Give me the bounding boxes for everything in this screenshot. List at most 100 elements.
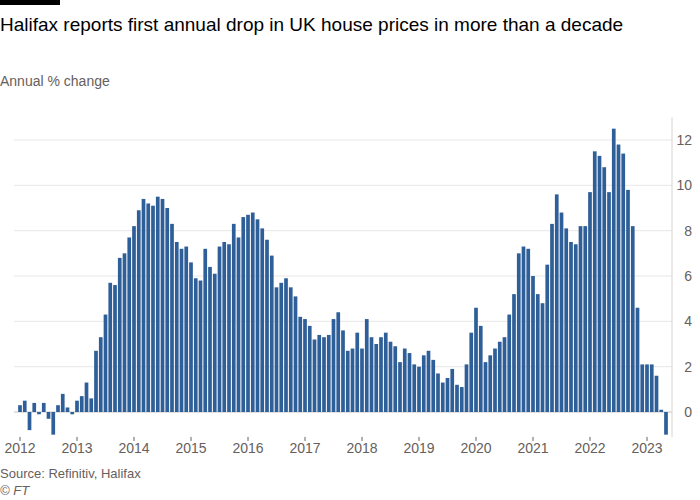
- y-tick-label: 8: [684, 223, 692, 239]
- bar: [550, 224, 554, 412]
- bar: [431, 360, 435, 412]
- bar: [127, 237, 131, 412]
- bar: [151, 206, 155, 412]
- bar: [360, 349, 364, 412]
- bar: [427, 351, 431, 412]
- bar: [232, 224, 236, 412]
- bar: [246, 215, 250, 412]
- bar: [403, 349, 407, 412]
- bars: [18, 129, 668, 435]
- bar: [365, 319, 369, 412]
- bar: [18, 405, 22, 412]
- bar: [37, 412, 41, 414]
- bar: [89, 398, 93, 412]
- bar: [593, 151, 597, 412]
- top-bar: [0, 0, 60, 5]
- bar: [612, 129, 616, 412]
- bar: [189, 262, 193, 412]
- bar: [203, 249, 207, 412]
- bar: [118, 258, 122, 412]
- chart: 0246810122012201320142015201620172018201…: [0, 0, 700, 500]
- y-tick-label: 0: [684, 404, 692, 420]
- bar: [56, 405, 60, 412]
- bar: [598, 156, 602, 412]
- bar: [99, 337, 103, 412]
- bar: [503, 337, 507, 412]
- bar: [579, 226, 583, 412]
- bar: [351, 349, 355, 412]
- bar: [346, 351, 350, 412]
- x-tick-label: 2022: [574, 440, 605, 456]
- bar: [303, 319, 307, 412]
- bar: [446, 378, 450, 412]
- bar: [626, 190, 630, 412]
- subtitle: Annual % change: [0, 73, 110, 89]
- bar: [574, 244, 578, 412]
- y-tick-label: 4: [684, 313, 692, 329]
- bar: [507, 315, 511, 412]
- y-axis-line: [672, 117, 673, 437]
- bar: [617, 145, 621, 412]
- bar: [256, 219, 260, 412]
- bar: [332, 319, 336, 412]
- bar: [313, 339, 317, 412]
- bar: [522, 247, 526, 412]
- bar: [384, 333, 388, 412]
- bar: [408, 353, 412, 412]
- bar: [279, 283, 283, 412]
- bar: [374, 344, 378, 412]
- bar: [142, 199, 146, 412]
- bar: [479, 326, 483, 412]
- bar: [541, 303, 545, 412]
- bar: [650, 364, 654, 412]
- bar: [218, 247, 222, 412]
- bar: [132, 226, 136, 412]
- y-tick-label: 12: [676, 132, 692, 148]
- bar: [208, 267, 212, 412]
- bar: [659, 410, 663, 412]
- bar: [636, 308, 640, 412]
- bar: [412, 364, 416, 412]
- bar: [289, 287, 293, 412]
- bar: [607, 192, 611, 412]
- bar: [156, 197, 160, 412]
- bar: [70, 412, 74, 414]
- y-tick-label: 2: [684, 359, 692, 375]
- bar: [113, 285, 117, 412]
- bar: [526, 249, 530, 412]
- bar: [251, 213, 255, 412]
- bar: [583, 226, 587, 412]
- bar: [322, 337, 326, 412]
- bar: [284, 278, 288, 412]
- bar: [32, 403, 36, 412]
- grid-line: [14, 140, 672, 141]
- bar: [308, 326, 312, 412]
- grid: [14, 140, 672, 412]
- bar: [104, 315, 108, 412]
- grid-line: [14, 276, 672, 277]
- bar: [469, 333, 473, 412]
- bar: [85, 383, 89, 412]
- bar: [327, 335, 331, 412]
- grid-line: [14, 321, 672, 322]
- x-tick-label: 2020: [460, 440, 491, 456]
- bar: [545, 265, 549, 412]
- bar: [588, 192, 592, 412]
- bar: [455, 385, 459, 412]
- bar: [422, 355, 426, 412]
- bar: [66, 407, 70, 412]
- credit: © FT: [0, 483, 29, 498]
- bar: [488, 355, 492, 412]
- y-tick-label: 6: [684, 268, 692, 284]
- bar: [170, 224, 174, 412]
- bar: [460, 387, 464, 412]
- bar: [265, 240, 269, 412]
- bar: [199, 281, 203, 412]
- x-tick-label: 2016: [232, 440, 263, 456]
- bar: [194, 278, 198, 412]
- bar: [294, 296, 298, 412]
- bar: [275, 287, 279, 412]
- bar: [512, 294, 516, 412]
- bar: [123, 253, 127, 412]
- x-tick-label: 2017: [289, 440, 320, 456]
